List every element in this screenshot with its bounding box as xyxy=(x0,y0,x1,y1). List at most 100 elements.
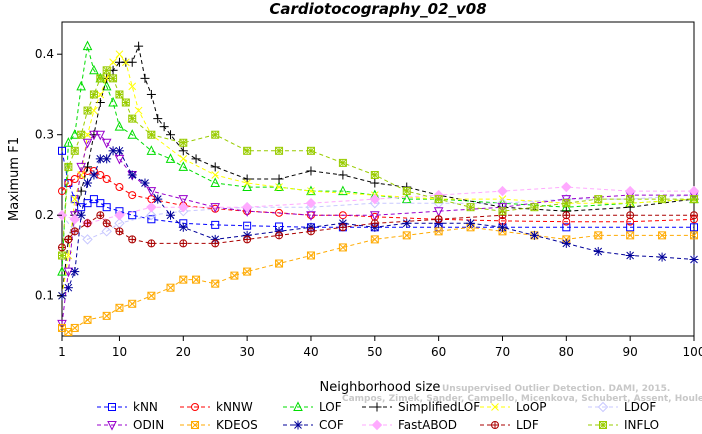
data-point xyxy=(562,223,571,232)
legend-label: LDF xyxy=(516,418,539,432)
chart-title: Cardiotocography_02_v08 xyxy=(269,0,486,18)
data-point xyxy=(82,138,93,149)
data-point xyxy=(114,154,125,165)
x-tick-label: 1 xyxy=(58,345,66,359)
data-point xyxy=(153,114,163,124)
data-point xyxy=(466,218,476,228)
data-point xyxy=(594,231,603,240)
data-point xyxy=(128,82,137,91)
data-point xyxy=(96,199,105,208)
data-point xyxy=(140,73,150,83)
data-point xyxy=(497,185,508,197)
data-point xyxy=(82,40,93,51)
data-point xyxy=(102,74,111,83)
data-point xyxy=(690,211,698,220)
legend-marker xyxy=(293,420,303,430)
data-point xyxy=(243,179,251,187)
data-point xyxy=(90,106,98,115)
watermark-line-1: Unsupervised Outlier Detection. DAMI, 20… xyxy=(442,384,670,394)
data-point xyxy=(134,106,143,115)
data-point xyxy=(101,80,112,91)
legend-item: kNNW xyxy=(180,400,253,414)
data-point xyxy=(530,203,539,212)
data-point xyxy=(102,311,111,320)
data-point xyxy=(134,41,144,51)
data-point xyxy=(306,251,315,260)
data-point xyxy=(147,215,156,224)
data-point xyxy=(127,170,137,180)
data-point xyxy=(305,197,317,209)
data-point xyxy=(121,98,130,107)
data-point xyxy=(140,178,150,188)
legend: kNN kNNW LOF SimplifiedLOF LoOP LDOF ODIN KDEOS… xyxy=(97,400,659,432)
data-point xyxy=(63,137,74,147)
data-point xyxy=(370,219,379,228)
data-point xyxy=(593,246,603,256)
data-point xyxy=(242,181,252,192)
data-point xyxy=(243,146,252,155)
data-point xyxy=(306,166,316,176)
data-point xyxy=(89,170,99,180)
data-point xyxy=(626,195,635,204)
data-point xyxy=(69,214,80,225)
data-point xyxy=(102,219,111,228)
legend-label: KDEOS xyxy=(216,418,258,432)
data-point xyxy=(434,195,443,204)
data-point xyxy=(338,218,348,228)
data-point xyxy=(76,80,86,91)
data-point xyxy=(402,187,411,196)
data-point xyxy=(211,130,220,139)
data-point xyxy=(89,130,99,141)
data-point xyxy=(690,223,698,232)
data-point xyxy=(64,162,73,171)
x-tick-label: 80 xyxy=(559,345,574,359)
data-point xyxy=(466,203,475,212)
data-point xyxy=(96,90,105,99)
data-point xyxy=(102,203,111,212)
data-point xyxy=(306,185,316,196)
legend-marker xyxy=(599,421,607,429)
data-point xyxy=(63,283,73,293)
series-line xyxy=(61,69,694,256)
data-point xyxy=(178,222,188,232)
data-point xyxy=(338,158,347,167)
data-point xyxy=(128,299,137,308)
data-point xyxy=(192,275,201,284)
data-point xyxy=(306,227,315,236)
data-point xyxy=(210,177,221,188)
data-point xyxy=(561,238,571,248)
data-point xyxy=(626,211,635,220)
data-point xyxy=(83,219,92,228)
data-point xyxy=(146,201,157,213)
data-point xyxy=(338,223,347,232)
data-point xyxy=(166,130,176,140)
data-point xyxy=(338,211,347,220)
data-point xyxy=(77,203,86,212)
data-point xyxy=(402,231,411,240)
x-tick-label: 70 xyxy=(495,345,510,359)
data-point xyxy=(562,211,571,220)
series-line xyxy=(61,214,694,248)
data-point xyxy=(114,121,125,131)
data-point xyxy=(147,239,156,248)
data-point xyxy=(58,323,66,332)
data-point xyxy=(210,162,220,172)
data-point xyxy=(115,303,124,312)
data-point xyxy=(370,235,379,244)
data-point xyxy=(211,279,220,288)
legend-label: SimplifiedLOF xyxy=(398,400,480,414)
data-point xyxy=(433,207,444,217)
data-point xyxy=(58,251,66,260)
data-point xyxy=(96,74,105,83)
series-line xyxy=(61,226,694,333)
data-point xyxy=(109,74,118,83)
legend-item: LDF xyxy=(480,418,539,432)
data-point xyxy=(70,146,79,155)
data-point xyxy=(178,161,189,171)
data-point xyxy=(89,64,99,75)
legend-label: ODIN xyxy=(133,418,164,432)
data-point xyxy=(109,58,117,67)
data-point xyxy=(166,210,176,220)
legend-marker xyxy=(491,421,499,429)
